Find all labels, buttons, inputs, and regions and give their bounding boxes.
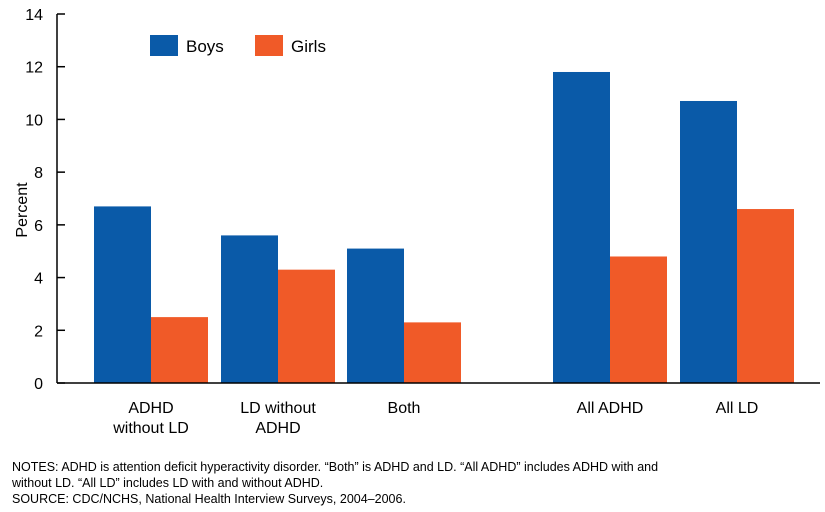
- x-tick-label: All LD: [716, 400, 759, 417]
- y-tick-label: 6: [34, 218, 43, 235]
- legend-swatch-boys: [150, 35, 178, 56]
- bar-chart: 0 2 4 6 8 10 12 14 ADHD without LD LD without ADHD…: [14, 7, 820, 437]
- y-tick-label: 2: [34, 323, 43, 340]
- notes-line-2: without LD. “All LD” includes LD with an…: [12, 476, 324, 490]
- bar-boys-0: [94, 206, 151, 383]
- y-axis: 0 2 4 6 8 10 12 14: [25, 7, 65, 393]
- bar-boys-2: [347, 248, 404, 383]
- y-tick-label: 8: [34, 165, 43, 182]
- y-tick-label: 12: [25, 60, 43, 77]
- bar-girls-4: [737, 209, 794, 383]
- x-tick-label: All ADHD: [577, 400, 644, 417]
- bar-boys-3: [553, 71, 610, 383]
- x-tick-label: LD without ADHD: [240, 400, 316, 437]
- notes-block: NOTES: ADHD is attention deficit hyperac…: [12, 459, 812, 507]
- notes-line-1: NOTES: ADHD is attention deficit hyperac…: [12, 460, 659, 474]
- x-tick-label: Both: [388, 400, 421, 417]
- bar-girls-0: [151, 317, 208, 383]
- legend: Boys Girls: [150, 35, 326, 56]
- source-line: SOURCE: CDC/NCHS, National Health Interv…: [12, 492, 406, 506]
- bars: [94, 71, 794, 383]
- bar-girls-1: [278, 269, 335, 383]
- x-axis: ADHD without LD LD without ADHD Both All ADHD…: [57, 382, 820, 437]
- legend-swatch-girls: [255, 35, 283, 56]
- x-tick-label: ADHD without LD: [112, 400, 189, 437]
- y-tick-label: 10: [25, 112, 43, 129]
- y-tick-label: 4: [34, 271, 43, 288]
- y-tick-label: 0: [34, 376, 43, 393]
- legend-label-girls: Girls: [291, 37, 326, 56]
- bar-boys-4: [680, 100, 737, 383]
- bar-girls-3: [610, 256, 667, 383]
- legend-label-boys: Boys: [186, 37, 224, 56]
- bar-girls-2: [404, 322, 461, 383]
- bar-boys-1: [221, 235, 278, 383]
- y-tick-label: 14: [25, 7, 43, 24]
- y-axis-label: Percent: [14, 182, 31, 238]
